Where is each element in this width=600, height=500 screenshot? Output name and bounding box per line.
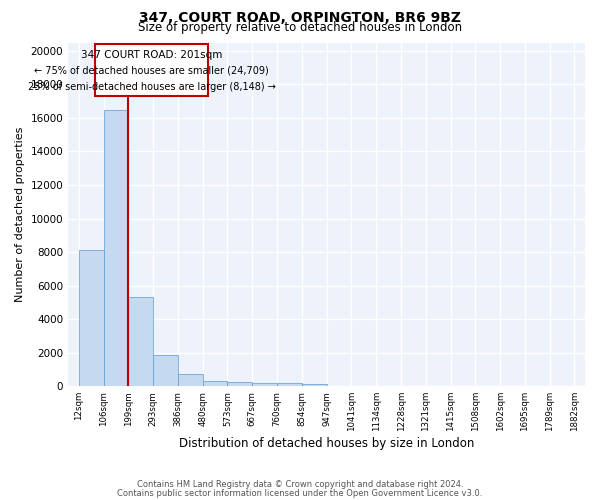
Bar [104,110,128,386]
Text: Size of property relative to detached houses in London: Size of property relative to detached ho… [138,22,462,35]
Bar [203,381,227,386]
Text: 25% of semi-detached houses are larger (8,148) →: 25% of semi-detached houses are larger (… [28,82,276,92]
Y-axis label: Number of detached properties: Number of detached properties [15,126,25,302]
FancyBboxPatch shape [95,44,208,96]
X-axis label: Distribution of detached houses by size in London: Distribution of detached houses by size … [179,437,474,450]
Bar [79,250,104,386]
Bar [253,383,277,386]
Text: Contains public sector information licensed under the Open Government Licence v3: Contains public sector information licen… [118,488,482,498]
Text: ← 75% of detached houses are smaller (24,709): ← 75% of detached houses are smaller (24… [34,66,269,76]
Bar [153,355,178,386]
Text: 347, COURT ROAD, ORPINGTON, BR6 9BZ: 347, COURT ROAD, ORPINGTON, BR6 9BZ [139,11,461,25]
Bar [128,298,153,386]
Bar [178,374,203,386]
Bar [277,383,302,386]
Text: 347 COURT ROAD: 201sqm: 347 COURT ROAD: 201sqm [81,50,223,60]
Bar [227,382,253,386]
Text: Contains HM Land Registry data © Crown copyright and database right 2024.: Contains HM Land Registry data © Crown c… [137,480,463,489]
Bar [302,384,326,386]
